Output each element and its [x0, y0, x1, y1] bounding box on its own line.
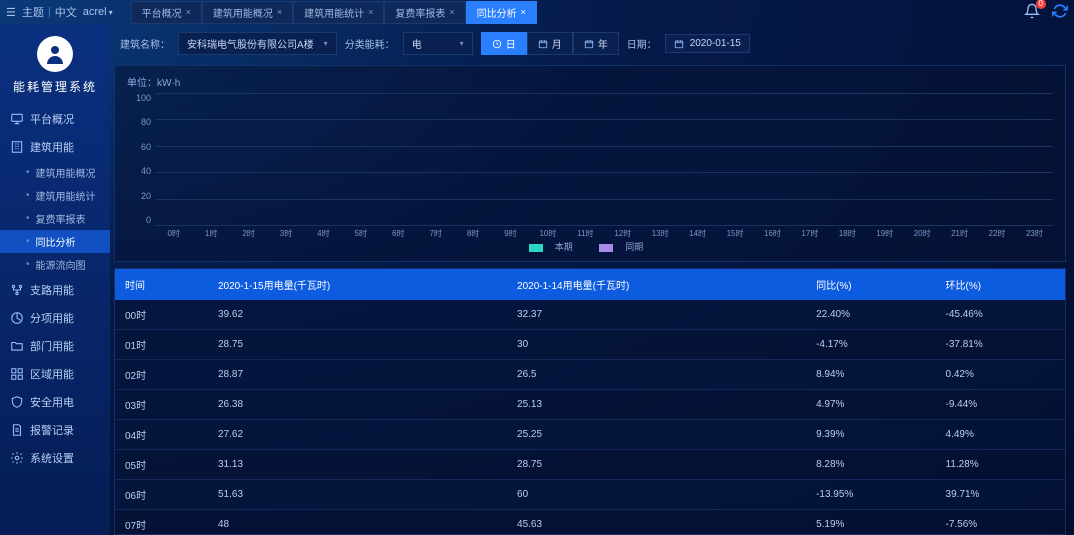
bell-icon[interactable]: 0 — [1024, 3, 1040, 22]
period-year-button[interactable]: 年 — [573, 32, 619, 55]
sidebar-item-区域用能[interactable]: 区域用能 — [0, 360, 110, 388]
gear-icon — [10, 451, 24, 465]
sidebar-item-部门用能[interactable]: 部门用能 — [0, 332, 110, 360]
close-icon[interactable]: × — [449, 7, 454, 17]
chevron-down-icon[interactable]: ▾ — [109, 8, 113, 17]
sidebar-item-平台概况[interactable]: 平台概况 — [0, 105, 110, 133]
doc-icon — [10, 423, 24, 437]
table-card: 时间2020-1-15用电量(千瓦时)2020-1-14用电量(千瓦时)同比(%… — [114, 268, 1066, 535]
building-icon — [10, 140, 24, 154]
table-header: 2020-1-14用电量(千瓦时) — [507, 269, 806, 300]
sidebar-sub-能源流向图[interactable]: 能源流向图 — [0, 253, 110, 276]
sidebar-sub-复费率报表[interactable]: 复费率报表 — [0, 207, 110, 230]
sidebar-item-安全用电[interactable]: 安全用电 — [0, 388, 110, 416]
user-label[interactable]: acrel — [83, 6, 107, 18]
close-icon[interactable]: × — [368, 7, 373, 17]
lang-label[interactable]: 中文 — [55, 4, 77, 20]
sidebar-item-支路用能[interactable]: 支路用能 — [0, 276, 110, 304]
calendar-icon — [674, 39, 684, 49]
app-title: 能耗管理系统 — [0, 78, 110, 95]
sidebar-item-建筑用能[interactable]: 建筑用能 — [0, 133, 110, 161]
tab-建筑用能统计[interactable]: 建筑用能统计× — [293, 1, 384, 24]
branch-icon — [10, 283, 24, 297]
region-icon — [10, 367, 24, 381]
theme-label[interactable]: 主题 — [22, 4, 44, 20]
chart: 100806040200 0时1时2时3时4时5时6时7时8时9时10时11时1… — [127, 93, 1053, 253]
table-row: 07时4845.635.19%-7.56% — [115, 510, 1065, 535]
chevron-down-icon: ▾ — [324, 39, 328, 48]
tab-复费率报表[interactable]: 复费率报表× — [384, 1, 465, 24]
close-icon[interactable]: × — [277, 7, 282, 17]
sidebar-sub-建筑用能概况[interactable]: 建筑用能概况 — [0, 161, 110, 184]
category-icon — [10, 311, 24, 325]
shield-icon — [10, 395, 24, 409]
table-row: 01时28.7530-4.17%-37.81% — [115, 330, 1065, 360]
calendar-icon — [584, 39, 594, 49]
table-header: 时间 — [115, 269, 208, 300]
building-label: 建筑名称： — [120, 36, 170, 51]
tab-建筑用能概况[interactable]: 建筑用能概况× — [202, 1, 293, 24]
table-header: 环比(%) — [936, 269, 1065, 300]
topbar: ☰ 主题 | 中文 acrel ▾ 平台概况×建筑用能概况×建筑用能统计×复费率… — [0, 0, 1074, 24]
sidebar-item-分项用能[interactable]: 分项用能 — [0, 304, 110, 332]
type-label: 分类能耗： — [345, 36, 395, 51]
sidebar-sub-建筑用能统计[interactable]: 建筑用能统计 — [0, 184, 110, 207]
bell-badge: 0 — [1036, 0, 1046, 9]
chevron-down-icon: ▾ — [460, 39, 464, 48]
chart-legend: 本期 同期 — [127, 240, 1053, 253]
clock-icon — [492, 39, 502, 49]
type-select[interactable]: 电 ▾ — [403, 32, 473, 55]
sidebar: 能耗管理系统 平台概况建筑用能建筑用能概况建筑用能统计复费率报表同比分析能源流向… — [0, 24, 110, 535]
filter-bar: 建筑名称： 安科瑞电气股份有限公司A楼 ▾ 分类能耗： 电 ▾ 日 月 — [114, 24, 1066, 63]
folder-icon — [10, 339, 24, 353]
sidebar-item-系统设置[interactable]: 系统设置 — [0, 444, 110, 472]
refresh-icon[interactable] — [1052, 3, 1068, 22]
tabs: 平台概况×建筑用能概况×建筑用能统计×复费率报表×同比分析× — [131, 1, 537, 24]
table-row: 02时28.8726.58.94%0.42% — [115, 360, 1065, 390]
table-header: 2020-1-15用电量(千瓦时) — [208, 269, 507, 300]
chart-unit: 单位：kW·h — [127, 74, 1053, 89]
table-row: 05时31.1328.758.28%11.28% — [115, 450, 1065, 480]
table-row: 04时27.6225.259.39%4.49% — [115, 420, 1065, 450]
close-icon[interactable]: × — [521, 7, 526, 17]
date-input[interactable]: 2020-01-15 — [665, 34, 750, 53]
table-row: 03时26.3825.134.97%-9.44% — [115, 390, 1065, 420]
table-header: 同比(%) — [806, 269, 935, 300]
monitor-icon — [10, 112, 24, 126]
table-row: 06时51.6360-13.95%39.71% — [115, 480, 1065, 510]
menu-toggle-icon[interactable]: ☰ — [6, 6, 16, 19]
tab-同比分析[interactable]: 同比分析× — [466, 1, 537, 24]
chart-plot — [155, 93, 1053, 225]
table-row: 00时39.6232.3722.40%-45.46% — [115, 300, 1065, 330]
data-table: 时间2020-1-15用电量(千瓦时)2020-1-14用电量(千瓦时)同比(%… — [115, 269, 1065, 535]
avatar[interactable] — [37, 36, 73, 72]
building-select[interactable]: 安科瑞电气股份有限公司A楼 ▾ — [178, 32, 337, 55]
period-day-button[interactable]: 日 — [481, 32, 527, 55]
chart-card: 单位：kW·h 100806040200 0时1时2时3时4时5时6时7时8时9… — [114, 65, 1066, 262]
sidebar-sub-同比分析[interactable]: 同比分析 — [0, 230, 110, 253]
close-icon[interactable]: × — [186, 7, 191, 17]
tab-平台概况[interactable]: 平台概况× — [131, 1, 202, 24]
chart-xaxis: 0时1时2时3时4时5时6时7时8时9时10时11时12时13时14时15时16… — [155, 228, 1053, 239]
date-label: 日期： — [627, 36, 657, 51]
period-month-button[interactable]: 月 — [527, 32, 573, 55]
calendar-icon — [538, 39, 548, 49]
period-segmented: 日 月 年 — [481, 32, 619, 55]
sidebar-item-报警记录[interactable]: 报警记录 — [0, 416, 110, 444]
chart-yaxis: 100806040200 — [127, 93, 151, 225]
